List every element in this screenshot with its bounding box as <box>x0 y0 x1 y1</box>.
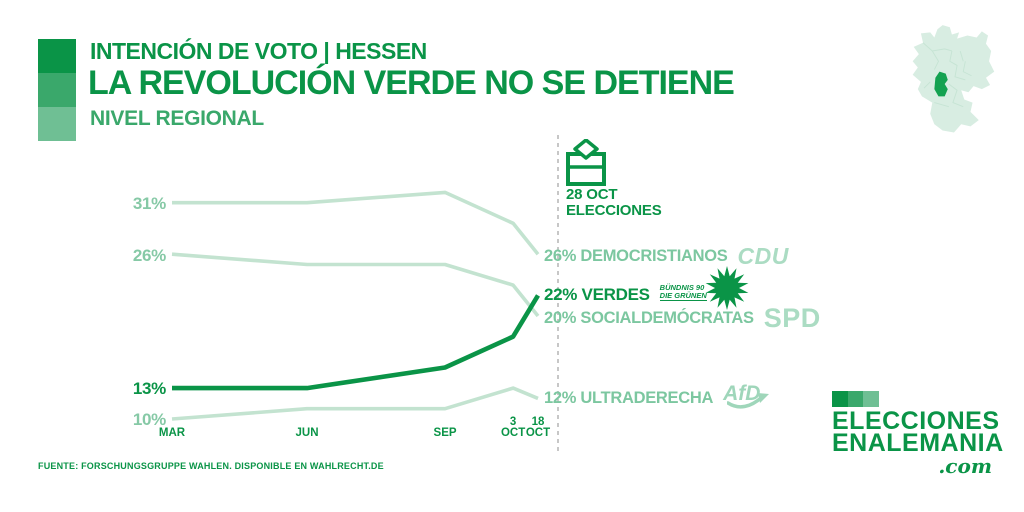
page-title: LA REVOLUCIÓN VERDE NO SE DETIENE <box>88 64 735 102</box>
line-cdu <box>172 190 540 256</box>
header-squares-decoration <box>38 39 76 141</box>
x-tick-label: SEP <box>433 427 457 439</box>
start-value-cdu: 31% <box>132 194 166 213</box>
source-note: FUENTE: FORSCHUNGSGRUPPE WAHLEN. DISPONI… <box>38 461 384 471</box>
series-label-verdes: 22% VERDES BÜNDNIS 90 DIE GRÜNEN <box>544 266 754 310</box>
cdu-party-logo: CDU <box>737 243 789 269</box>
gruene-party-logo: BÜNDNIS 90 DIE GRÜNEN <box>658 266 754 310</box>
square-mid <box>38 73 76 107</box>
line-afd <box>171 386 539 421</box>
line-verdes <box>172 294 540 391</box>
start-value-spd: 26% <box>132 246 166 265</box>
line-spd <box>171 252 540 318</box>
x-tick-label: MAR <box>158 427 186 439</box>
election-date: 28 OCT <box>566 186 618 203</box>
start-value-afd: 10% <box>132 410 166 429</box>
gruene-logo-line2: DIE GRÜNEN <box>659 290 707 300</box>
subtitle: NIVEL REGIONAL <box>90 107 264 130</box>
kicker: INTENCIÓN DE VOTO | HESSEN <box>90 38 427 64</box>
verdes-end-label: 22% VERDES <box>544 285 650 304</box>
x-tick-label: 3 OCT <box>500 416 526 439</box>
logo-squares <box>832 391 1002 407</box>
germany-map <box>912 25 995 133</box>
spd-party-logo: SPD <box>763 303 821 333</box>
election-date-note: 28 OCT ELECCIONES <box>566 187 662 218</box>
gruene-logo-line1: BÜNDNIS 90 <box>659 283 705 292</box>
series-label-cdu: 26% DEMOCRISTIANOS CDU <box>544 243 789 270</box>
afd-logo-text: AfD <box>723 382 761 405</box>
site-logo: ELECCIONES ENALEMANIA .com <box>832 391 1004 478</box>
hessen-region <box>934 71 948 97</box>
cdu-end-label: 26% DEMOCRISTIANOS <box>544 247 728 265</box>
sunflower-icon <box>705 266 749 310</box>
series-label-spd: 20% SOCIALDEMÓCRATAS SPD <box>544 303 821 334</box>
start-value-verdes: 13% <box>132 379 166 398</box>
election-label: ELECCIONES <box>566 201 662 219</box>
logo-square-light <box>863 391 879 407</box>
logo-line1: ELECCIONES <box>832 406 1000 435</box>
logo-domain: .com <box>938 453 992 478</box>
gruene-logo-text: BÜNDNIS 90 DIE GRÜNEN <box>659 283 707 301</box>
x-tick-label: 18 OCT <box>525 416 551 439</box>
x-tick-label: JUN <box>295 427 319 439</box>
logo-square-dark <box>832 391 848 407</box>
square-light <box>38 107 76 141</box>
spd-end-label: 20% SOCIALDEMÓCRATAS <box>544 309 754 327</box>
afd-swoosh-icon <box>727 393 770 409</box>
series-label-afd: 12% ULTRADERECHA AfD <box>544 382 770 409</box>
logo-line2: ENALEMANIA <box>832 428 1004 457</box>
ballot-box-icon <box>566 139 606 186</box>
logo-square-mid <box>847 391 863 407</box>
state-borders <box>922 42 972 108</box>
afd-end-label: 12% ULTRADERECHA <box>544 388 714 407</box>
square-dark <box>38 39 76 73</box>
afd-party-logo: AfD <box>723 382 770 409</box>
